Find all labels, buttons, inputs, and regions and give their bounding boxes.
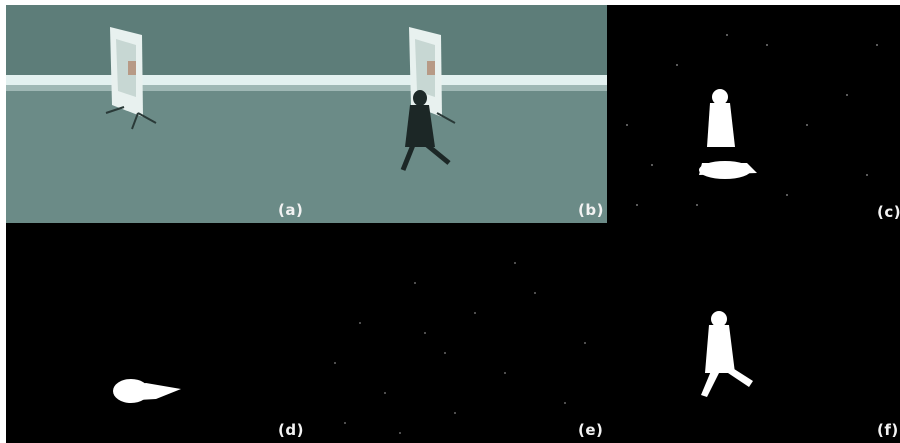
panel-label-a: (a) (278, 201, 304, 219)
shadow-mask (113, 379, 181, 403)
foreground-blob (699, 89, 757, 179)
person-silhouette (701, 311, 753, 397)
panel-e-noise-mask: (e) (305, 223, 607, 443)
noise-mask (334, 262, 586, 434)
panel-b-current-frame: (b) (305, 5, 607, 223)
panel-label-e: (e) (578, 421, 604, 439)
panel-label-f: (f) (877, 421, 899, 439)
person-mask (701, 311, 753, 397)
current-scene (305, 5, 607, 223)
panel-c-foreground-mask: (c) (607, 5, 900, 223)
panel-label-b: (b) (578, 201, 604, 219)
walking-person (400, 90, 451, 171)
panel-d-shadow-mask: (d) (6, 223, 305, 443)
shadow-blob (113, 379, 181, 403)
foreground-mask (626, 34, 878, 206)
noise-dots (334, 262, 586, 434)
noise-specks (626, 34, 878, 206)
panel-a-background-frame: (a) (6, 5, 305, 223)
background-scene (6, 5, 305, 223)
panel-label-d: (d) (278, 421, 304, 439)
panel-f-person-mask: (f) (607, 223, 900, 443)
panel-label-c: (c) (877, 203, 900, 221)
